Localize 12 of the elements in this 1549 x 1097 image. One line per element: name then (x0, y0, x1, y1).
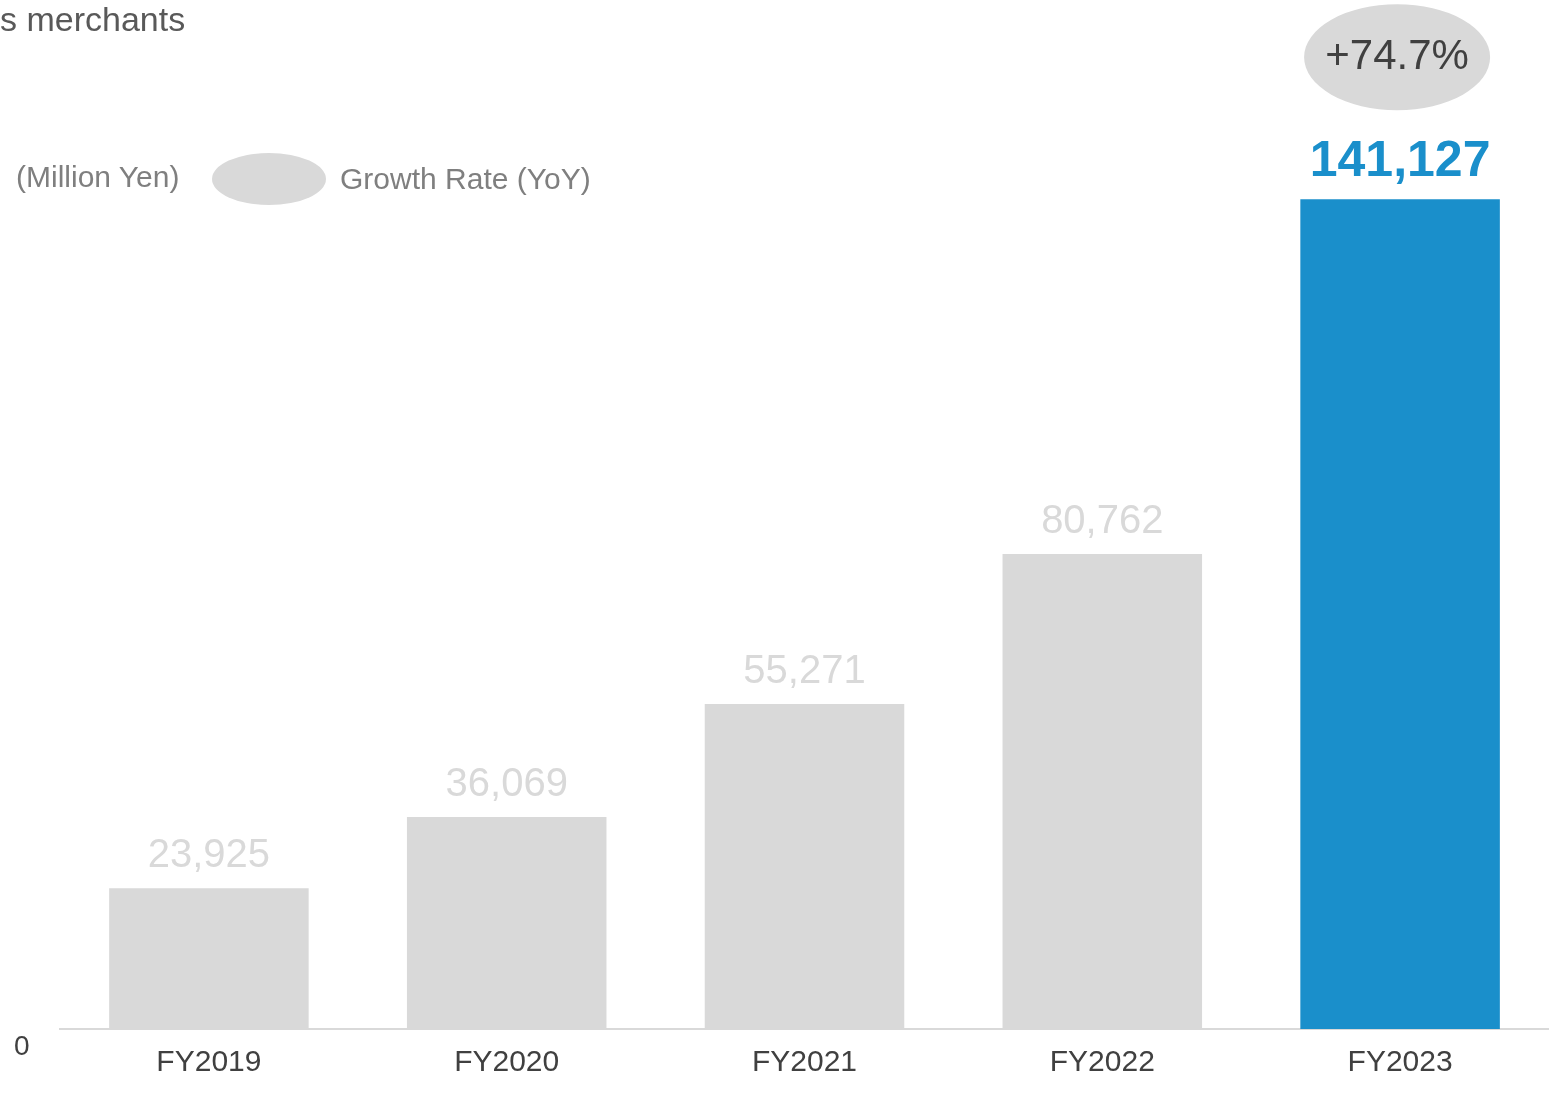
data-label: 141,127 (1309, 130, 1491, 187)
text: Growth Rate (YoY) (340, 162, 591, 196)
text: +74.7% (1325, 30, 1469, 78)
x-tick-label: FY2023 (1347, 1044, 1453, 1078)
bar (1300, 199, 1500, 1029)
text: 0 (14, 1030, 30, 1062)
x-tick-label: FY2020 (454, 1044, 560, 1078)
x-tick-label: FY2021 (751, 1044, 858, 1078)
y-axis-title: (Million Yen) (16, 160, 180, 194)
x-tick-label: FY2022 (1049, 1044, 1155, 1078)
chart-title: s merchants (0, 0, 186, 39)
x-tick-label: FY2019 (156, 1044, 262, 1078)
